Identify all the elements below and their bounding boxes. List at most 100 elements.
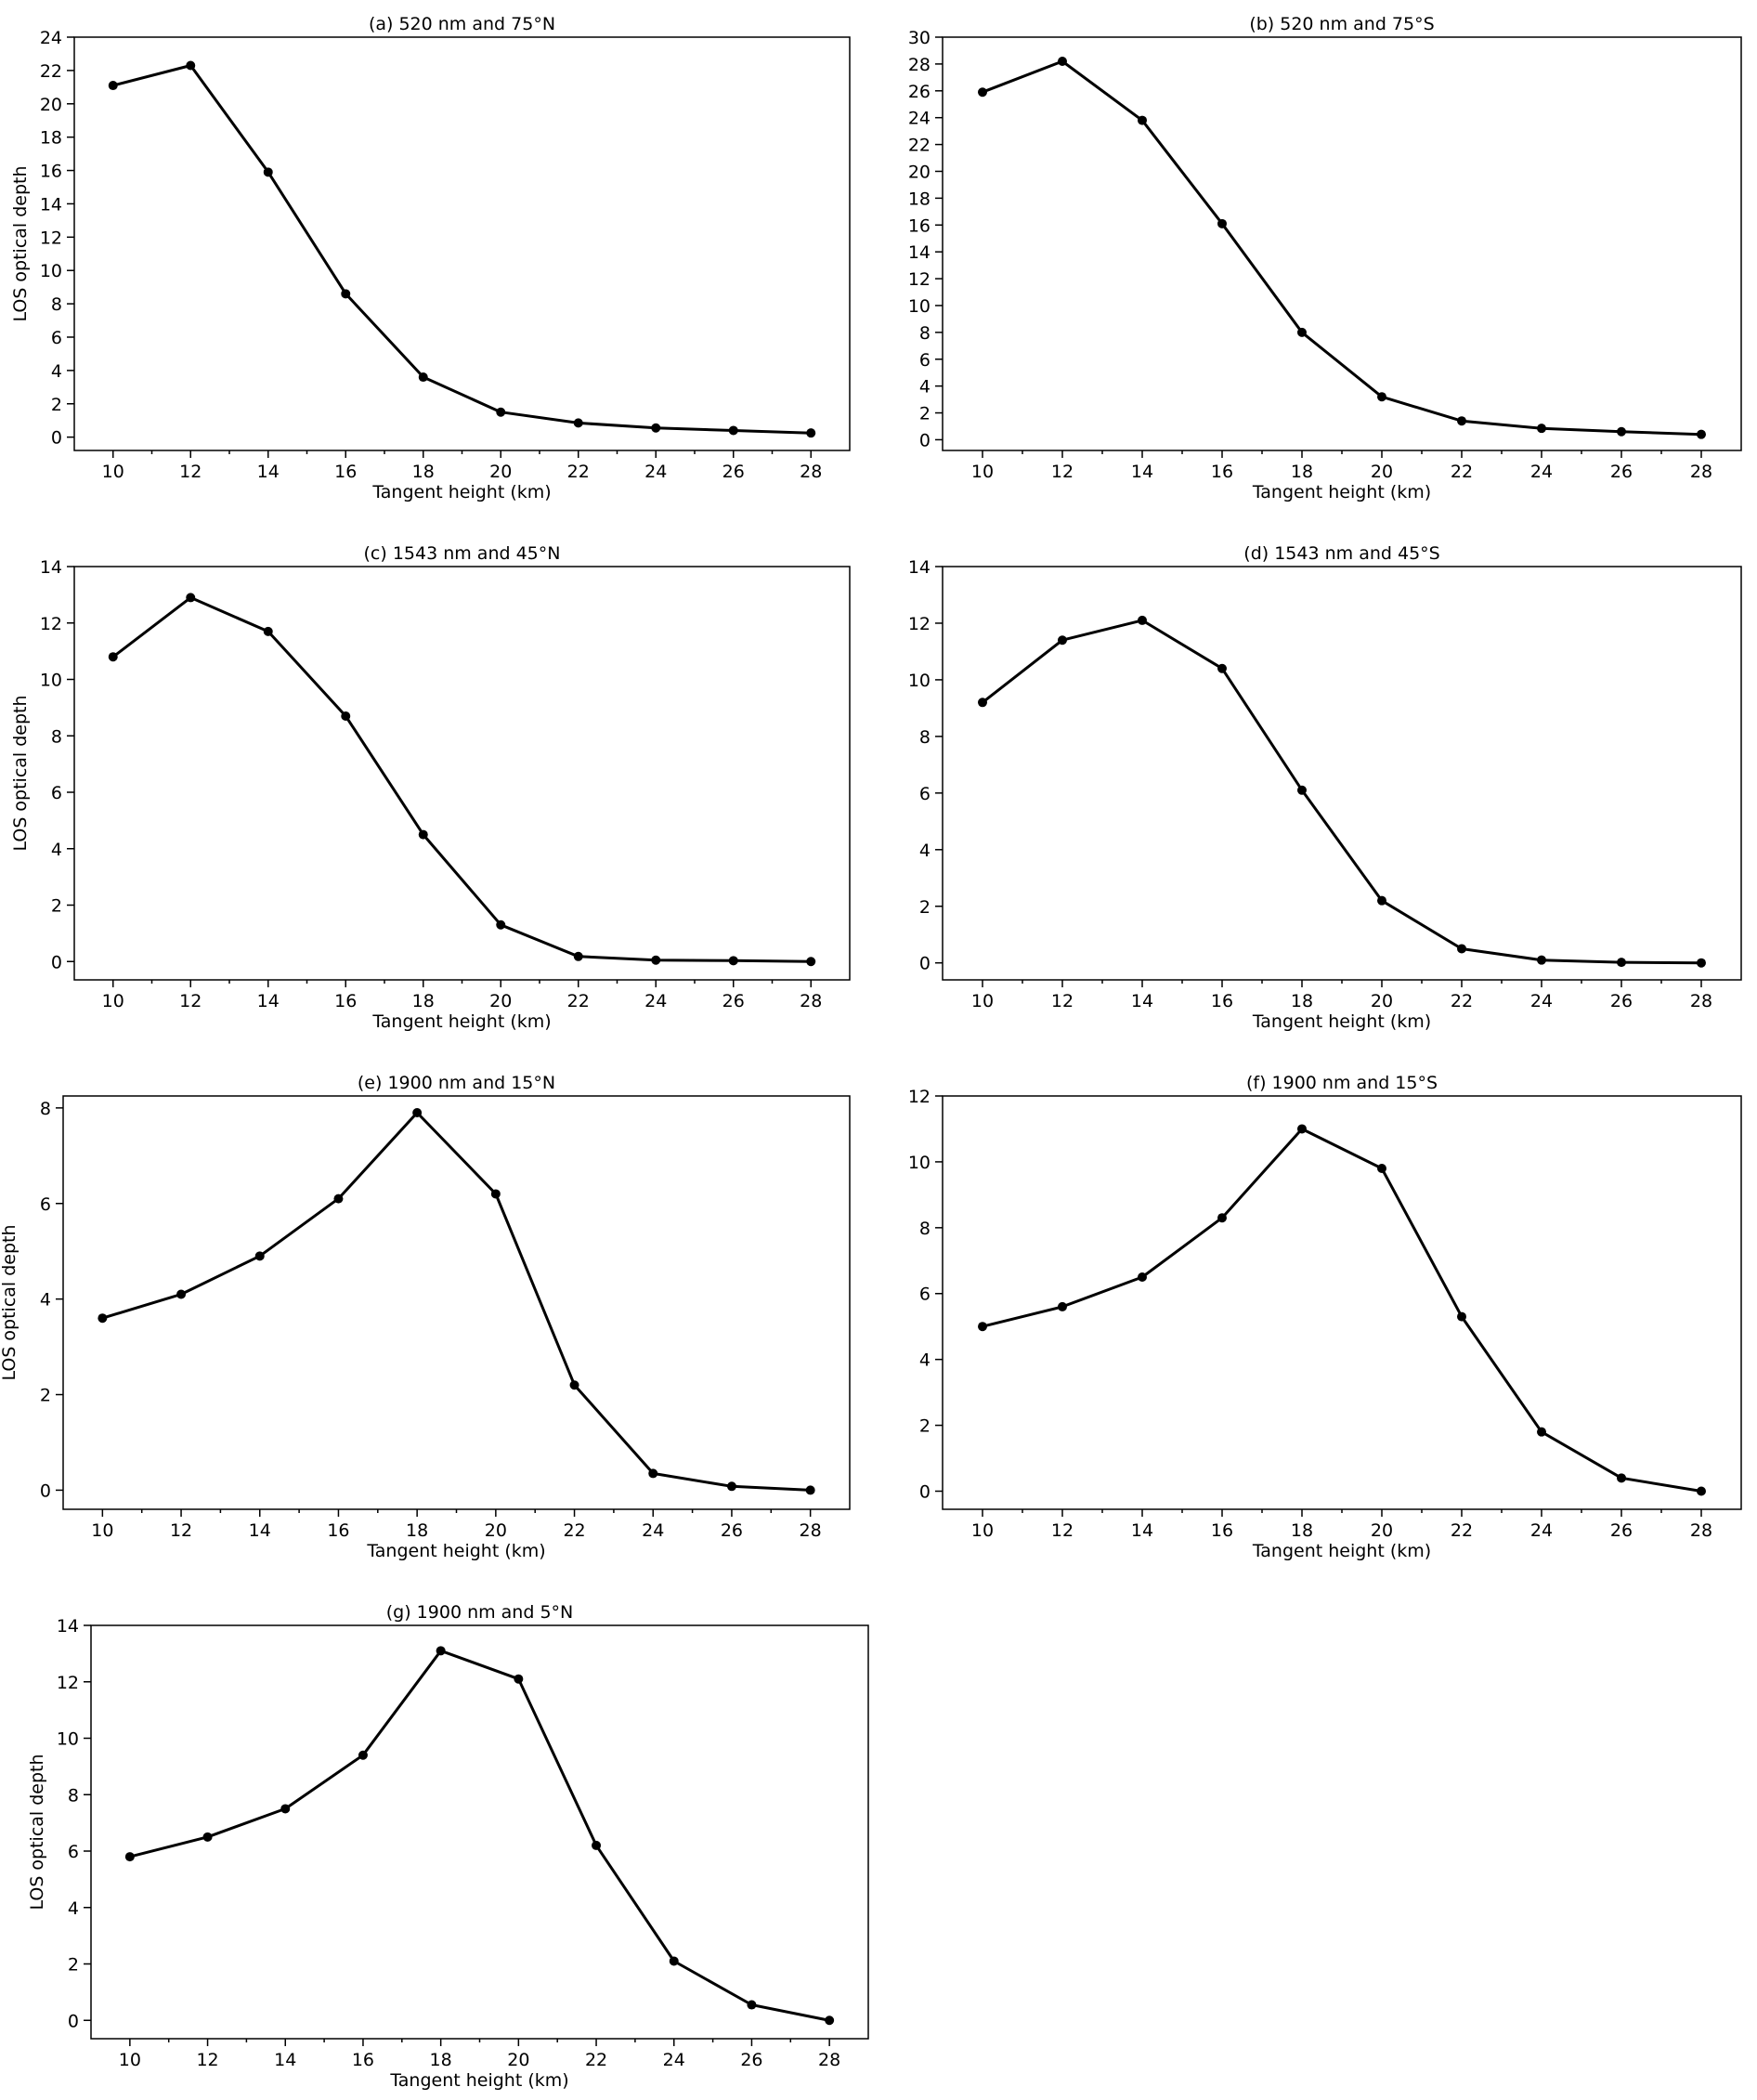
data-point [747,2000,757,2010]
data-point [573,418,583,428]
y-tick-label: 2 [40,1386,51,1406]
x-tick-label: 10 [119,2050,141,2070]
x-tick-label: 20 [1371,1520,1393,1541]
x-axis-label: Tangent height (km) [1252,1541,1431,1561]
data-point [341,289,351,299]
chart-title: (e) 1900 nm and 15°N [358,1073,555,1093]
data-point [496,407,506,417]
data-point [1697,958,1706,968]
x-tick-label: 18 [406,1520,428,1541]
x-tick-label: 22 [563,1520,585,1541]
x-tick-label: 26 [722,991,745,1011]
x-axis-label: Tangent height (km) [389,2070,568,2091]
data-point [186,593,196,603]
data-point [108,81,118,91]
data-point [1217,1213,1227,1223]
data-point [806,428,816,438]
y-tick-label: 10 [908,671,931,691]
y-tick-label: 14 [908,242,931,263]
y-axis-label: LOS optical depth [10,165,31,321]
x-tick-label: 24 [1530,991,1553,1011]
x-tick-label: 28 [818,2050,840,2070]
chart-panel: (f) 1900 nm and 15°S10 12 14 16 18 20 22 24 26 28… [908,1073,1742,1561]
x-tick-label: 26 [1610,1520,1633,1541]
data-point [825,2015,835,2026]
data-point [263,626,273,636]
x-tick-label: 12 [179,462,202,482]
y-axis-label: LOS optical depth [10,695,31,851]
data-point [728,956,738,966]
x-tick-label: 16 [334,462,357,482]
x-tick-label: 16 [1211,1520,1233,1541]
data-point [108,652,118,662]
data-point [1537,424,1546,434]
x-tick-label: 14 [274,2050,296,2070]
x-tick-label: 14 [1131,462,1153,482]
series-line [129,1649,830,2022]
data-point [1377,392,1386,402]
data-point [1297,327,1307,337]
chart-panel: (a) 520 nm and 75°N10 12 14 16 18 20 22 24 26 280… [10,14,851,502]
x-tick-label: 16 [334,991,357,1011]
x-tick-label: 22 [1451,1520,1473,1541]
x-tick-label: 20 [507,2050,529,2070]
data-point [418,372,428,383]
y-tick-label: 18 [908,189,931,209]
x-tick-label: 26 [740,2050,762,2070]
y-tick-label: 8 [51,726,62,747]
x-tick-label: 14 [249,1520,271,1541]
x-tick-label: 20 [489,991,512,1011]
data-point [651,423,661,433]
y-tick-label: 12 [40,228,62,248]
y-tick-label: 0 [51,952,62,972]
x-tick-label: 14 [1131,1520,1153,1541]
data-point [176,1289,187,1299]
data-point [569,1380,579,1390]
x-tick-label: 22 [567,462,590,482]
data-point [280,1804,291,1814]
x-tick-label: 28 [1690,462,1712,482]
x-tick-label: 12 [1051,462,1074,482]
y-tick-label: 14 [40,557,62,578]
y-tick-label: 6 [919,784,931,804]
y-tick-label: 8 [40,1099,51,1119]
y-axis-label: LOS optical depth [27,1754,47,1910]
x-tick-label: 24 [663,2050,685,2070]
y-tick-label: 6 [51,783,62,803]
data-point [573,951,583,961]
y-tick-label: 0 [919,954,931,974]
x-axis-label: Tangent height (km) [371,1011,551,1032]
x-tick-label: 20 [1371,991,1393,1011]
x-tick-label: 22 [1451,462,1473,482]
chart-title: (a) 520 nm and 75°N [369,14,555,34]
x-tick-label: 24 [644,462,667,482]
x-tick-label: 22 [585,2050,607,2070]
data-point [341,711,351,721]
y-tick-label: 4 [919,841,931,861]
x-tick-label: 18 [1291,462,1313,482]
data-point [186,60,196,71]
chart-title: (g) 1900 nm and 5°N [386,1602,574,1623]
y-tick-label: 14 [40,194,62,215]
data-point [496,920,506,930]
x-tick-label: 26 [1610,991,1633,1011]
y-tick-label: 30 [908,28,931,48]
chart-title: (d) 1543 nm and 45°S [1243,543,1439,564]
x-tick-label: 28 [1690,1520,1712,1541]
y-tick-label: 8 [919,1219,931,1239]
x-tick-label: 24 [1530,462,1553,482]
y-tick-label: 0 [51,428,62,449]
data-point [1058,1301,1067,1311]
y-tick-label: 2 [919,897,931,918]
y-tick-label: 10 [908,296,931,317]
y-tick-label: 12 [908,614,931,634]
x-tick-label: 14 [257,462,280,482]
y-tick-label: 12 [908,1087,931,1107]
x-tick-label: 12 [196,2050,218,2070]
chart-panel: (g) 1900 nm and 5°N10 12 14 16 18 20 22 24 26 280… [27,1602,869,2091]
x-tick-label: 20 [1371,462,1393,482]
x-tick-label: 16 [352,2050,374,2070]
data-point [1617,1473,1626,1483]
data-point [1457,1311,1466,1322]
x-axis-label: Tangent height (km) [366,1541,545,1561]
